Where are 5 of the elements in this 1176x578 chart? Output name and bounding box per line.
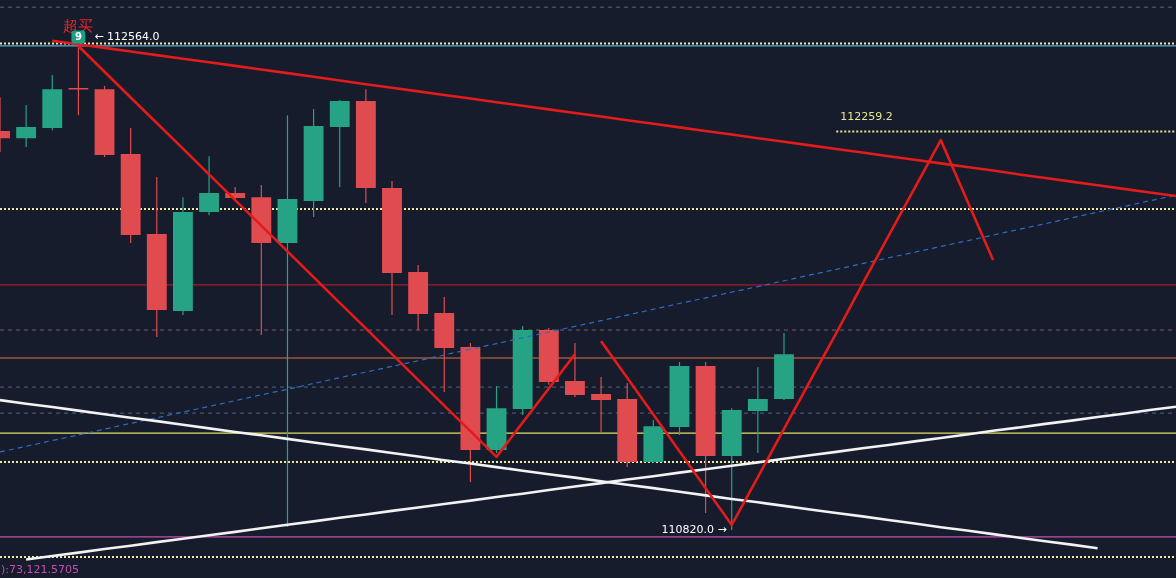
text: 9 xyxy=(74,30,82,42)
text: ):73,121.5705 xyxy=(1,562,79,576)
annotation: ← 112564.0 xyxy=(94,29,160,43)
series-label: 112259.2 xyxy=(840,110,893,124)
annotation: 110820.0 → xyxy=(661,522,727,536)
